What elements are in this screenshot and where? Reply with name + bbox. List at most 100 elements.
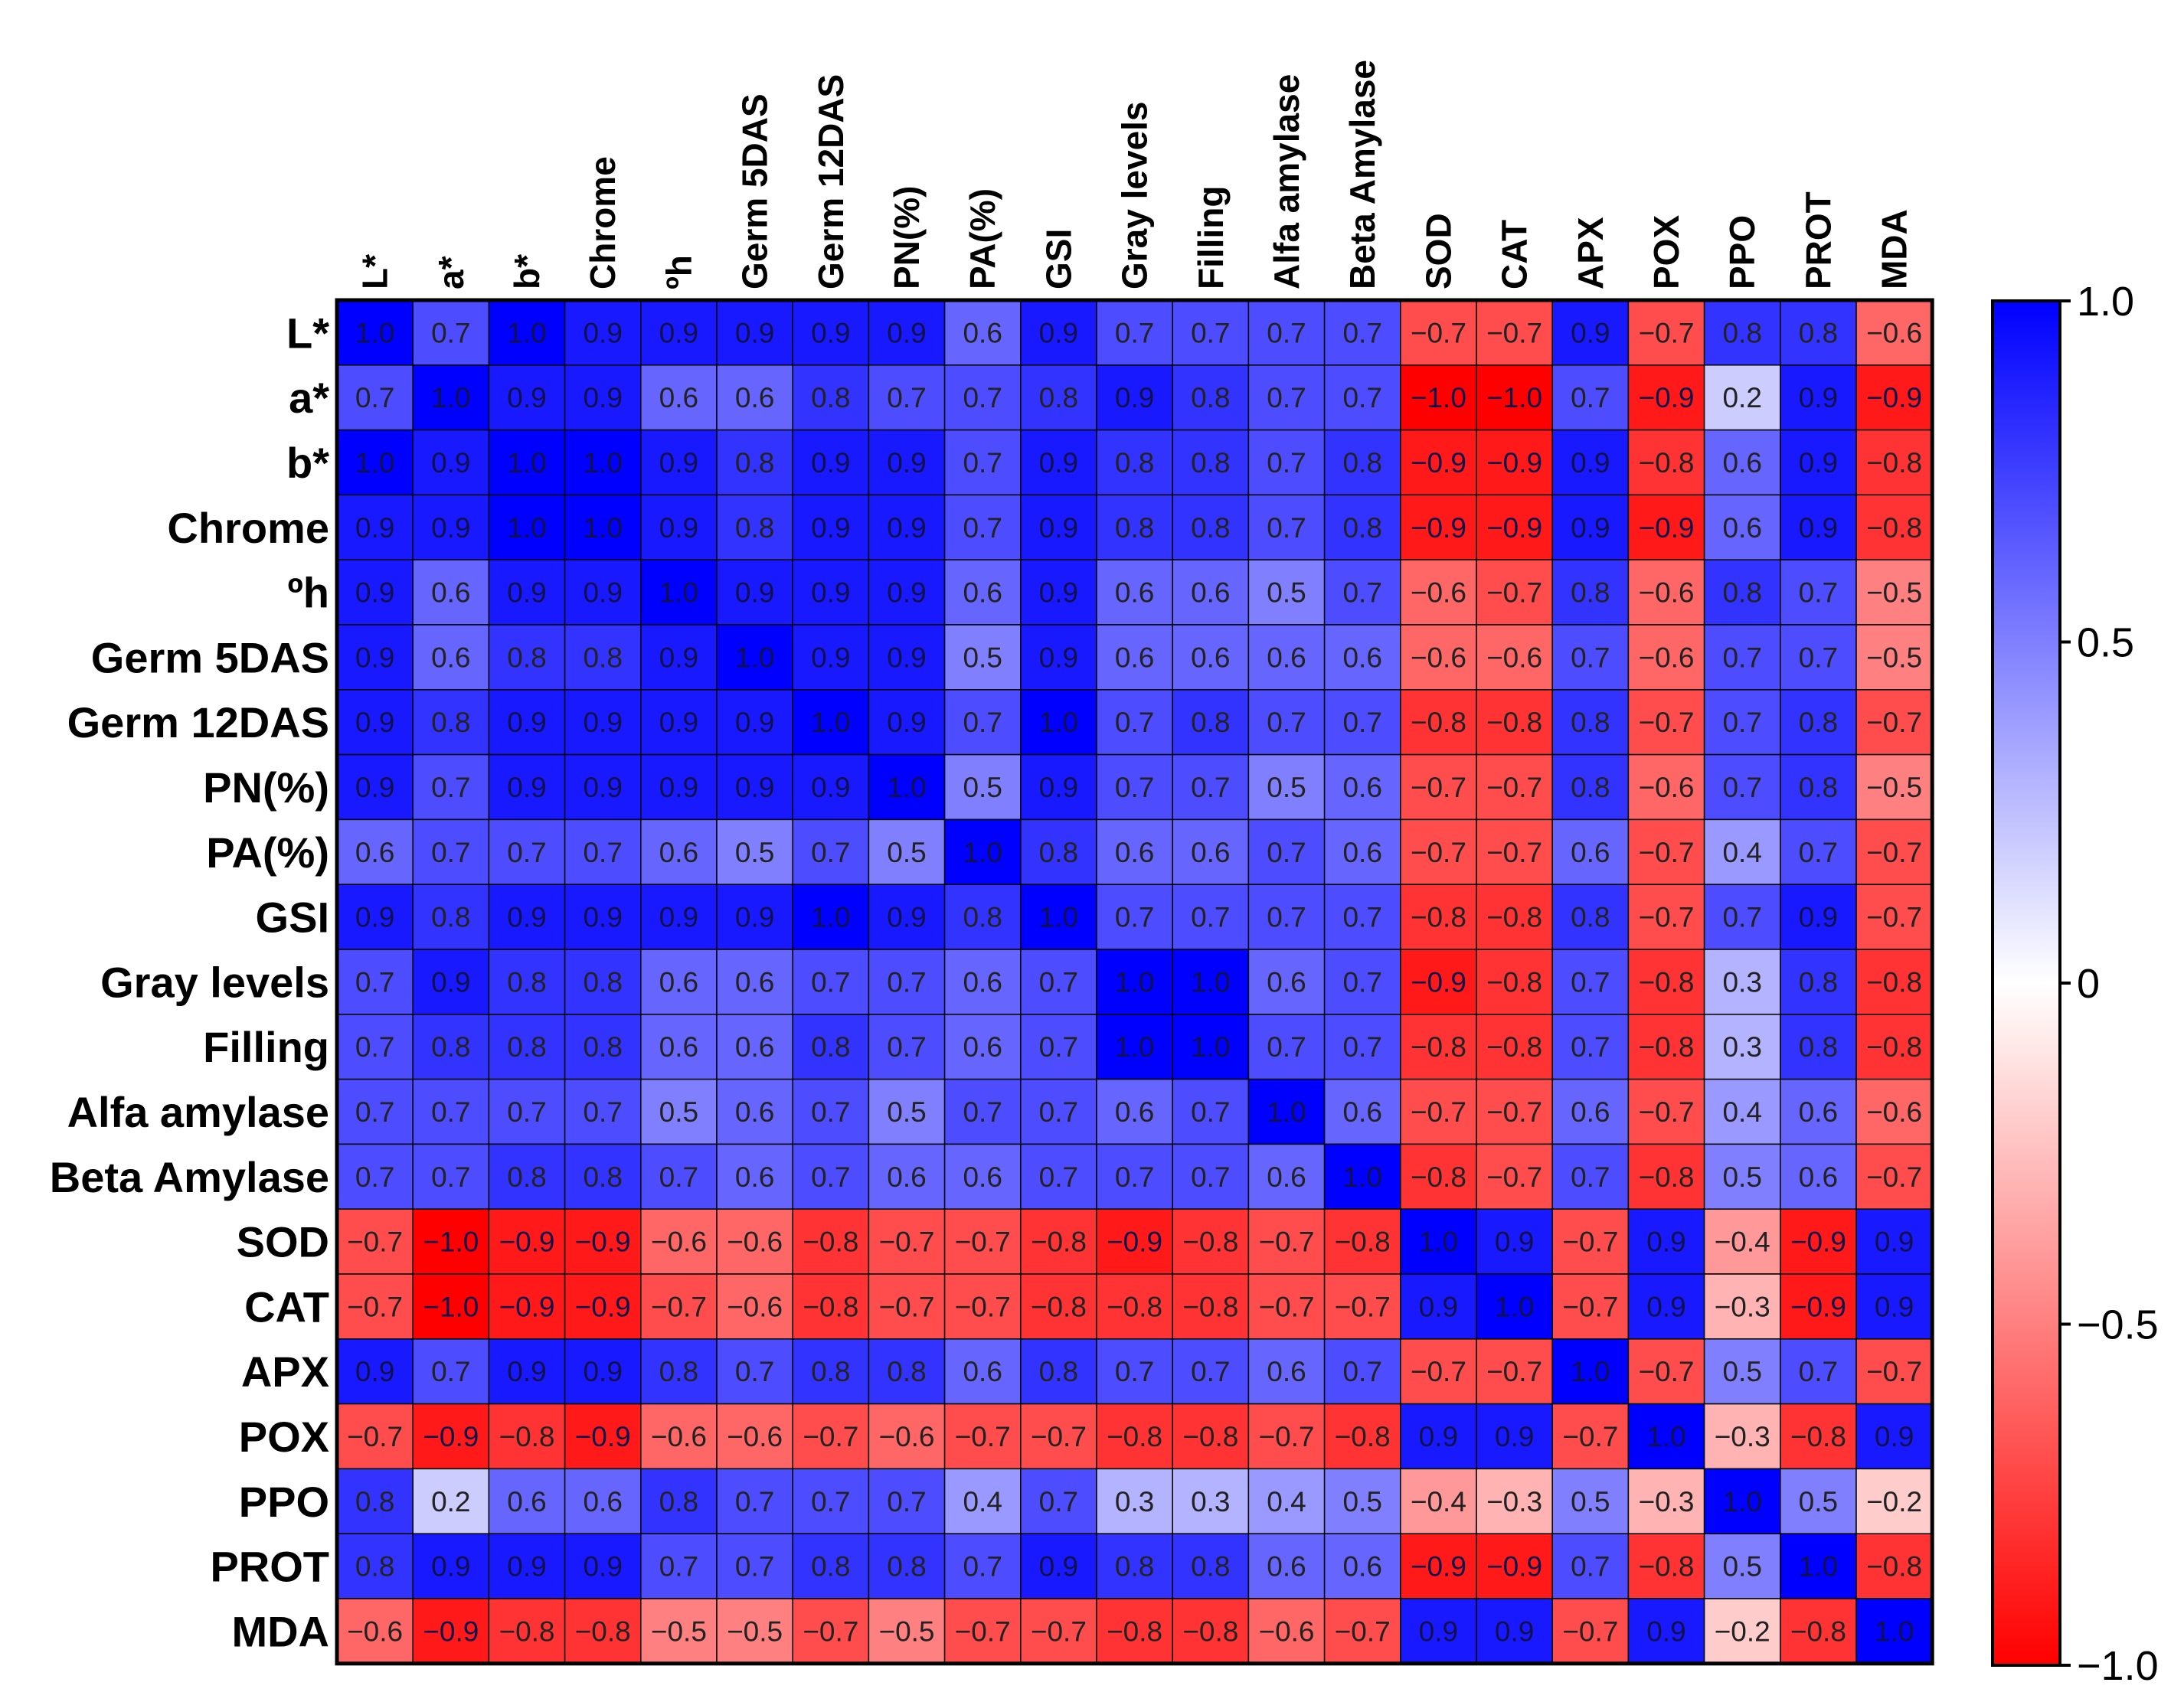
heatmap-cell (564, 689, 642, 756)
heatmap-cell (1703, 1338, 1781, 1405)
cell-value-label: 0.5 (659, 1096, 698, 1128)
cell-value-label: 0.8 (659, 1356, 698, 1387)
cell-value-label: 0.6 (1342, 1096, 1381, 1128)
cell-value-label: 0.9 (583, 1551, 622, 1583)
heatmap-cell (1703, 884, 1781, 950)
heatmap-cell (1172, 299, 1250, 366)
heatmap-cell (1855, 1014, 1933, 1080)
heatmap-cell (792, 1143, 870, 1210)
cell-value-label: −0.8 (1638, 966, 1694, 998)
heatmap-cell (488, 1273, 566, 1340)
cell-value-label: 0.9 (887, 577, 926, 609)
heatmap-cell (336, 429, 414, 496)
row-label-apx: APX (241, 1348, 329, 1396)
cell-value-label: 0.9 (1646, 1615, 1685, 1647)
heatmap-cell (1096, 1208, 1173, 1275)
heatmap-cell (1020, 299, 1097, 366)
row-label-h: ºh (287, 569, 329, 617)
cell-value-label: −1.0 (1411, 382, 1466, 413)
cell-value-label: 0.5 (1267, 577, 1306, 609)
heatmap-cell (792, 1078, 870, 1145)
cell-value-label: −0.8 (1866, 1551, 1922, 1583)
cell-value-label: 0.8 (811, 1356, 850, 1387)
heatmap-cell (943, 1078, 1022, 1145)
heatmap-cell (412, 299, 490, 366)
heatmap-cell (1476, 753, 1553, 821)
cell-value-label: 0.6 (963, 577, 1002, 609)
cell-value-label: 0.7 (735, 1486, 774, 1517)
cell-value-label: 0.6 (1267, 642, 1306, 673)
cell-value-label: −0.7 (1411, 837, 1466, 868)
cell-value-label: −0.5 (1866, 772, 1922, 803)
heatmap-cell (1020, 884, 1097, 950)
cell-value-label: −0.9 (1411, 966, 1466, 998)
column-label-germ-5das: Germ 5DAS (735, 93, 775, 289)
cell-value-label: 0.6 (735, 966, 774, 998)
heatmap-cell (1172, 1598, 1250, 1664)
heatmap-cell (1476, 1273, 1553, 1340)
heatmap-cell (1855, 1403, 1933, 1470)
cell-value-label: 1.0 (659, 577, 698, 609)
heatmap-cell (1247, 689, 1326, 756)
cell-value-label: 0.6 (1267, 966, 1306, 998)
cell-value-label: 0.7 (887, 1486, 926, 1517)
colorbar-tick-label: 0.5 (2077, 620, 2134, 666)
heatmap-cell (792, 753, 870, 821)
heatmap-cell (640, 429, 718, 496)
cell-value-label: −0.8 (1335, 1421, 1391, 1452)
cell-value-label: −0.8 (1031, 1227, 1087, 1258)
heatmap-cell (1096, 1598, 1173, 1664)
heatmap-cell (1096, 429, 1173, 496)
heatmap-cell (1627, 1208, 1705, 1275)
heatmap-cell (564, 1014, 642, 1080)
cell-value-label: 0.9 (355, 642, 394, 673)
heatmap-cell (1323, 494, 1401, 560)
heatmap-cell (1476, 1143, 1553, 1210)
cell-value-label: 0.8 (1115, 1551, 1154, 1583)
column-label-sod: SOD (1418, 213, 1458, 289)
heatmap-cell (1020, 753, 1097, 821)
cell-value-label: −0.7 (1411, 772, 1466, 803)
heatmap-cell (868, 689, 946, 756)
cell-value-label: −0.9 (575, 1421, 631, 1452)
cell-value-label: −0.7 (1638, 902, 1694, 933)
heatmap-cell (716, 1078, 793, 1145)
cell-value-label: −0.7 (1411, 1356, 1466, 1387)
heatmap-cell (564, 818, 642, 885)
heatmap-cell (868, 1273, 946, 1340)
cell-value-label: −0.7 (1866, 707, 1922, 738)
cell-value-label: 0.8 (887, 1551, 926, 1583)
cell-value-label: −0.7 (1486, 317, 1542, 348)
heatmap-cell (716, 1598, 793, 1664)
heatmap-cell (1551, 884, 1630, 950)
cell-value-label: 0.7 (1115, 772, 1154, 803)
column-label-pox: POX (1646, 215, 1686, 289)
heatmap-cell (1020, 559, 1097, 626)
cell-value-label: −0.7 (1486, 1161, 1542, 1193)
cell-value-label: 0.7 (1342, 382, 1381, 413)
heatmap-cell (640, 559, 718, 626)
heatmap-cell (792, 1533, 870, 1599)
cell-value-label: 0.6 (1191, 577, 1230, 609)
cell-value-label: 0.7 (1039, 1031, 1078, 1063)
cell-value-label: 1.0 (1115, 966, 1154, 998)
cell-value-label: 0.9 (811, 317, 850, 348)
heatmap-cell (1172, 1143, 1250, 1210)
cell-value-label: 1.0 (1799, 1551, 1838, 1583)
heatmap-cell (1247, 429, 1326, 496)
column-label-prot: PROT (1798, 191, 1838, 289)
cell-value-label: 0.7 (1722, 772, 1761, 803)
heatmap-cell (488, 1208, 566, 1275)
heatmap-cell (868, 624, 946, 691)
row-label-gsi: GSI (256, 893, 329, 942)
cell-value-label: 0.9 (1039, 642, 1078, 673)
cell-value-label: 0.8 (735, 447, 774, 479)
cell-value-label: 0.6 (1799, 1096, 1838, 1128)
cell-value-label: 0.7 (1191, 772, 1230, 803)
heatmap-cell (488, 1403, 566, 1470)
heatmap-cell (1020, 364, 1097, 431)
cell-value-label: 0.8 (507, 1161, 546, 1193)
cell-value-label: −0.8 (1182, 1227, 1238, 1258)
heatmap-cell (943, 1014, 1022, 1080)
cell-value-label: −0.3 (1715, 1421, 1770, 1452)
